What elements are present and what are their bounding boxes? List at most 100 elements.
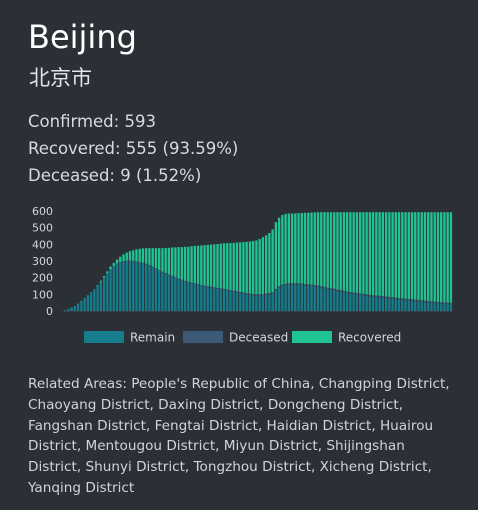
related-areas: Related Areas: People's Republic of Chin…: [28, 376, 450, 496]
bar-recovered: [329, 212, 333, 289]
bar-remain: [329, 289, 333, 311]
bar-deceased: [145, 263, 148, 265]
bar-recovered: [148, 248, 151, 265]
bar-deceased: [384, 296, 388, 298]
bar-recovered: [388, 212, 391, 297]
bar-remain: [67, 308, 70, 311]
bar-recovered: [213, 244, 216, 288]
bar-remain: [384, 298, 388, 311]
bar-deceased: [339, 290, 342, 292]
bar-recovered: [177, 247, 180, 279]
bar-deceased: [313, 285, 316, 287]
bar-deceased: [264, 293, 268, 295]
bar-recovered: [449, 212, 453, 303]
bar-deceased: [167, 274, 171, 276]
bar-remain: [232, 292, 235, 311]
bar-remain: [170, 276, 174, 311]
bar-deceased: [203, 285, 206, 287]
bar-remain: [427, 302, 430, 311]
bar-deceased: [206, 286, 209, 288]
bar-recovered: [307, 212, 310, 285]
bar-deceased: [375, 295, 378, 297]
bar-recovered: [436, 212, 440, 302]
bar-deceased: [255, 294, 258, 296]
bar-remain: [352, 294, 355, 311]
bar-deceased: [190, 282, 193, 284]
bar-recovered: [196, 245, 200, 285]
bar-recovered: [371, 212, 375, 296]
bar-remain: [158, 270, 161, 311]
legend-label-remain: Remain: [130, 331, 175, 345]
bar-recovered: [222, 243, 226, 289]
bar-deceased: [287, 283, 291, 285]
bar-remain: [70, 307, 73, 311]
bar-recovered: [190, 246, 193, 283]
bar-recovered: [229, 243, 232, 291]
bar-deceased: [329, 288, 333, 290]
bar-remain: [255, 295, 258, 311]
bar-recovered: [161, 248, 164, 272]
bar-remain: [323, 288, 326, 311]
bar-recovered: [138, 248, 141, 263]
bar-recovered: [326, 212, 329, 288]
bar-remain: [443, 304, 446, 311]
bar-remain: [193, 284, 196, 311]
bar-remain: [216, 289, 219, 311]
bar-remain: [397, 299, 401, 311]
bar-remain: [394, 299, 397, 311]
bar-deceased: [290, 283, 294, 285]
bar-recovered: [339, 212, 342, 291]
bar-recovered: [206, 245, 209, 287]
bar-deceased: [333, 288, 336, 291]
bar-remain: [151, 267, 154, 311]
bar-recovered: [427, 212, 430, 301]
bar-deceased: [271, 292, 274, 294]
bar-remain: [326, 289, 329, 311]
bar-remain: [226, 290, 229, 311]
bar-recovered: [154, 248, 158, 269]
bar-remain: [404, 300, 407, 311]
bar-deceased: [446, 302, 449, 305]
bar-deceased: [281, 284, 284, 286]
bar-recovered: [358, 212, 362, 294]
bar-deceased: [209, 286, 213, 288]
bar-deceased: [232, 290, 235, 292]
bar-remain: [355, 294, 359, 311]
bar-deceased: [138, 262, 141, 263]
bar-deceased: [417, 300, 420, 302]
bar-deceased: [342, 290, 346, 293]
bar-deceased: [242, 292, 245, 294]
bar-deceased: [245, 293, 248, 295]
bar-recovered: [274, 222, 278, 289]
bar-remain: [297, 284, 300, 311]
bar-deceased: [423, 300, 427, 303]
bar-remain: [245, 294, 248, 311]
bar-deceased: [158, 269, 161, 271]
bar-deceased: [430, 301, 433, 303]
bar-recovered: [430, 212, 433, 302]
bar-remain: [148, 265, 151, 311]
bar-recovered: [375, 212, 378, 296]
legend-swatch-recovered: [292, 331, 332, 343]
bar-remain: [362, 295, 365, 311]
bar-remain: [96, 286, 99, 311]
bar-remain: [164, 273, 167, 311]
bar-remain: [64, 310, 67, 311]
bar-deceased: [151, 266, 154, 268]
bar-remain: [365, 295, 368, 311]
bar-remain: [277, 287, 281, 311]
bar-recovered: [362, 212, 365, 294]
bar-remain: [109, 269, 112, 311]
bar-deceased: [365, 294, 368, 296]
bar-deceased: [388, 296, 391, 299]
bar-deceased: [200, 285, 203, 286]
bar-remain: [371, 296, 375, 311]
bar-recovered: [96, 285, 99, 286]
bar-remain: [320, 287, 323, 311]
bar-recovered: [174, 247, 177, 278]
bar-deceased: [294, 283, 297, 285]
bar-deceased: [128, 260, 132, 261]
bar-remain: [242, 294, 245, 311]
bar-remain: [258, 295, 261, 311]
bar-remain: [290, 284, 294, 311]
